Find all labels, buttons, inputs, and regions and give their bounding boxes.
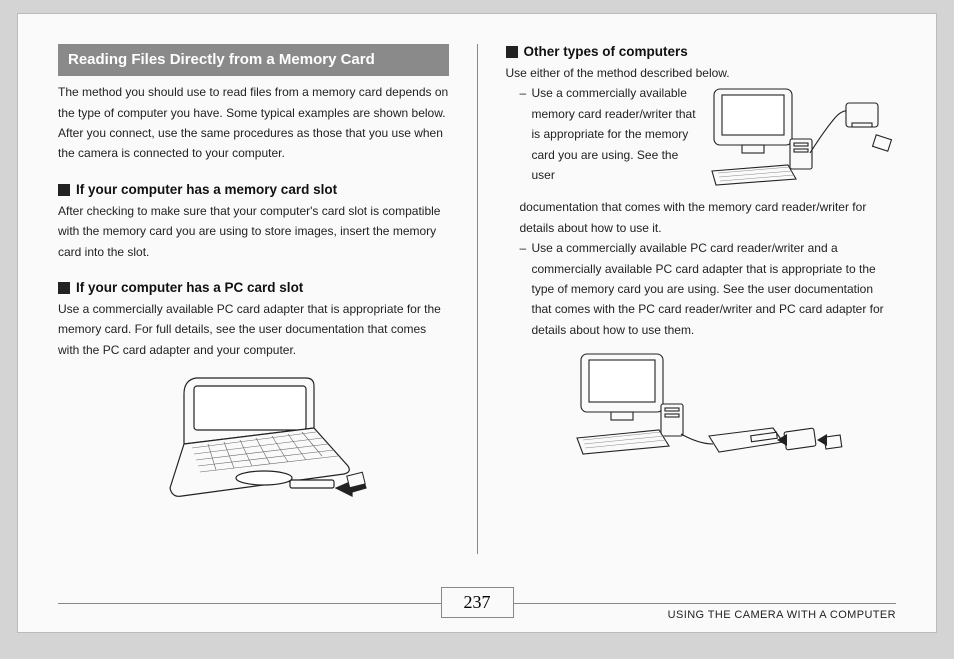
column-divider bbox=[477, 44, 478, 554]
left-column: Reading Files Directly from a Memory Car… bbox=[58, 44, 449, 554]
laptop-illustration bbox=[138, 370, 368, 500]
two-column-layout: Reading Files Directly from a Memory Car… bbox=[58, 44, 896, 554]
paragraph-other-intro: Use either of the method described below… bbox=[506, 63, 897, 83]
footer-chapter-label: USING THE CAMERA WITH A COMPUTER bbox=[668, 609, 896, 621]
bullet-item-reader-cont: documentation that comes with the memory… bbox=[506, 197, 897, 238]
bullet-text-part-a: Use a commercially available memory card… bbox=[532, 86, 696, 182]
right-column: Other types of computers Use either of t… bbox=[506, 44, 897, 554]
section-title-bar: Reading Files Directly from a Memory Car… bbox=[58, 44, 449, 76]
paragraph-pc-card-slot: Use a commercially available PC card ada… bbox=[58, 299, 449, 360]
intro-paragraph: The method you should use to read files … bbox=[58, 82, 449, 164]
subheading-pc-card-slot: If your computer has a PC card slot bbox=[58, 280, 449, 295]
bullet-with-image: Use a commercially available memory card… bbox=[506, 83, 897, 197]
subheading-memory-card-slot: If your computer has a memory card slot bbox=[58, 182, 449, 197]
subheading-text: If your computer has a PC card slot bbox=[76, 280, 303, 295]
subheading-text: Other types of computers bbox=[524, 44, 688, 59]
bullet-item-reader: Use a commercially available memory card… bbox=[506, 83, 897, 185]
square-bullet-icon bbox=[506, 46, 518, 58]
paragraph-memory-card-slot: After checking to make sure that your co… bbox=[58, 201, 449, 262]
bullet-item-pc-adapter: Use a commercially available PC card rea… bbox=[506, 238, 897, 340]
manual-page: Reading Files Directly from a Memory Car… bbox=[17, 13, 937, 633]
page-footer: 237 USING THE CAMERA WITH A COMPUTER bbox=[58, 587, 896, 618]
page-number: 237 bbox=[441, 587, 514, 618]
bullet-text-part-b: documentation that comes with the memory… bbox=[520, 197, 897, 238]
square-bullet-icon bbox=[58, 184, 70, 196]
desktop-pccard-illustration bbox=[551, 350, 851, 470]
subheading-text: If your computer has a memory card slot bbox=[76, 182, 337, 197]
square-bullet-icon bbox=[58, 282, 70, 294]
subheading-other-computers: Other types of computers bbox=[506, 44, 897, 59]
